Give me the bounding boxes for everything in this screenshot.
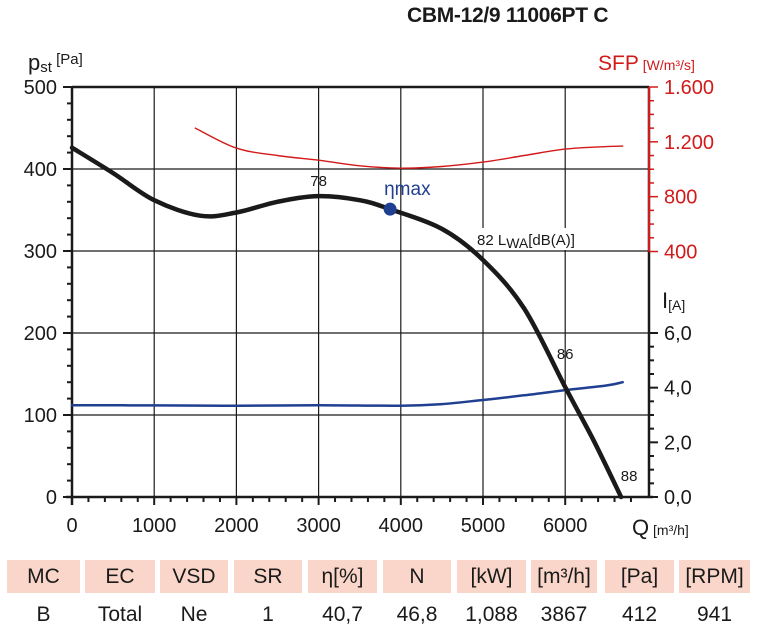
x-axis-label: Q [m³/h] (632, 515, 689, 540)
sfp-axis: 400 800 1.200 1.600 (647, 77, 714, 497)
current-axis-label: I[A] (662, 288, 685, 313)
pressure-tick-label: 500 (24, 77, 57, 99)
pressure-axis-label: pst [Pa] (28, 50, 83, 76)
sound-label-88: 88 (621, 468, 638, 485)
sound-label-78: 78 (310, 173, 327, 190)
table-header-cell: MC (7, 560, 80, 593)
table-value-cell: 412 (621, 603, 658, 626)
sound-unit: [dB(A)] (528, 232, 575, 249)
table-value-cell: Ne (180, 603, 208, 626)
table-value-cell: 941 (696, 603, 733, 626)
current-tick-label: 6,0 (664, 323, 692, 345)
series-group (69, 127, 624, 500)
table-value-cell: 40,7 (322, 603, 363, 626)
table-header-cell: [Pa] (605, 560, 674, 593)
x-tick-label: 2000 (214, 515, 259, 537)
eta-max-marker (383, 202, 397, 216)
table-header-cell: SR (234, 560, 302, 593)
axis-labels: pst [Pa] SFP [W/m³/s] I[A] Q [m³/h] (28, 50, 695, 540)
grid-lines (72, 85, 649, 497)
sound-label-bg (475, 228, 594, 250)
x-tick-label: 4000 (379, 515, 424, 537)
sound-value: 82 L (477, 232, 506, 249)
pressure-tick-label: 200 (24, 323, 57, 345)
sound-label-82: 82 LWA[dB(A)] (477, 232, 575, 251)
pressure-curve (69, 145, 624, 500)
pressure-tick-label: 0 (46, 487, 57, 509)
sfp-tick-label: 1.600 (664, 77, 714, 99)
table-value-cell: 1,088 (465, 603, 518, 626)
current-tick-label: 2,0 (664, 432, 692, 454)
current-axis: 0,0 2,0 4,0 6,0 (649, 323, 692, 509)
sfp-tick-label: 800 (664, 187, 697, 209)
x-tick-label: 3000 (296, 515, 341, 537)
sfp-tick-label: 1.200 (664, 132, 714, 154)
table-value-cell: 3867 (540, 603, 588, 626)
table-value-cell: 1 (262, 603, 274, 626)
current-curve (70, 380, 624, 407)
x-tick-label: 6000 (543, 515, 588, 537)
annotations: 78 ηmax 82 LWA[dB(A)] 86 88 (310, 173, 637, 485)
x-tick-label: 1000 (132, 515, 177, 537)
pressure-tick-label: 100 (24, 405, 57, 427)
table-header-cell: [kW] (457, 560, 526, 593)
table-value-cell: 46,8 (396, 603, 438, 626)
current-tick-label: 4,0 (664, 378, 692, 400)
pressure-axis: 0 100 200 300 400 500 (24, 77, 74, 509)
x-tick-label: 0 (66, 515, 77, 537)
x-tick-label: 5000 (461, 515, 506, 537)
table-value-cell: B (36, 603, 51, 626)
x-axis: 0 1000 2000 3000 4000 5000 6000 (66, 495, 653, 537)
pressure-tick-label: 400 (24, 159, 57, 181)
table-value-cell: Total (97, 603, 143, 626)
table-header-cell: [RPM] (679, 560, 750, 593)
table-header-cell: EC (85, 560, 155, 593)
table-header-cell: [m³/h] (531, 560, 597, 593)
fan-curve-chart: 0 1000 2000 3000 4000 5000 6000 0 100 200 300 400 5… (24, 50, 714, 540)
chart-title: CBM-12/9 11006PT C (407, 4, 609, 27)
table-header-cell: VSD (160, 560, 228, 593)
table-header-cell: η[%] (308, 560, 377, 593)
sfp-tick-label: 400 (664, 242, 697, 264)
table-header-cell: N (383, 560, 451, 593)
pressure-tick-label: 300 (24, 241, 57, 263)
sound-sub: WA (506, 235, 529, 251)
eta-max-label: ηmax (384, 179, 431, 200)
sfp-axis-label: SFP [W/m³/s] (598, 52, 695, 75)
current-tick-label: 0,0 (664, 487, 692, 509)
sound-label-86: 86 (557, 346, 574, 363)
sfp-curve (194, 127, 624, 169)
